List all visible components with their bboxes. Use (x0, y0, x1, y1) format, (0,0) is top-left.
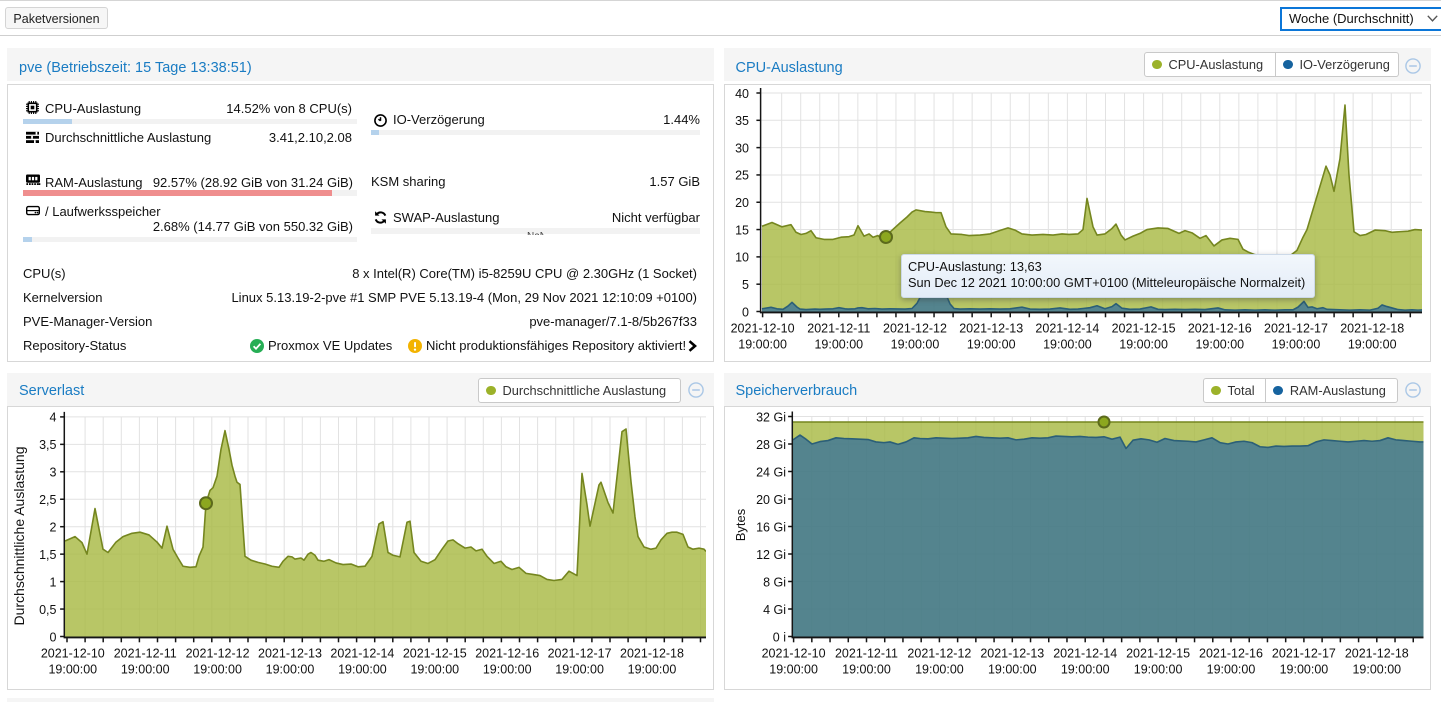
svg-text:40: 40 (735, 87, 749, 101)
svg-text:19:00:00: 19:00:00 (338, 663, 387, 677)
svg-text:2021-12-14: 2021-12-14 (330, 647, 394, 661)
svg-text:19:00:00: 19:00:00 (738, 338, 787, 352)
svg-text:25: 25 (735, 169, 749, 183)
svg-text:2021-12-13: 2021-12-13 (980, 647, 1044, 661)
svg-text:19:00:00: 19:00:00 (628, 663, 677, 677)
svg-text:2021-12-12: 2021-12-12 (883, 322, 947, 336)
svg-text:2021-12-17: 2021-12-17 (1272, 647, 1336, 661)
svg-text:5: 5 (742, 278, 749, 292)
svg-text:19:00:00: 19:00:00 (1119, 338, 1168, 352)
svg-text:32 Gi: 32 Gi (756, 410, 786, 424)
svg-text:19:00:00: 19:00:00 (1272, 338, 1321, 352)
svg-text:2021-12-11: 2021-12-11 (114, 647, 177, 661)
svg-text:2021-12-15: 2021-12-15 (403, 647, 467, 661)
svg-text:2021-12-15: 2021-12-15 (1112, 322, 1176, 336)
svg-text:19:00:00: 19:00:00 (814, 338, 863, 352)
svg-text:2021-12-11: 2021-12-11 (835, 647, 898, 661)
svg-text:19:00:00: 19:00:00 (891, 338, 940, 352)
svg-text:2021-12-12: 2021-12-12 (186, 647, 250, 661)
svg-text:19:00:00: 19:00:00 (48, 663, 97, 677)
svg-text:0: 0 (50, 630, 57, 644)
svg-text:19:00:00: 19:00:00 (555, 663, 604, 677)
svg-text:19:00:00: 19:00:00 (842, 663, 891, 677)
svg-text:19:00:00: 19:00:00 (988, 663, 1037, 677)
svg-text:19:00:00: 19:00:00 (1061, 663, 1110, 677)
svg-text:2021-12-10: 2021-12-10 (762, 647, 826, 661)
svg-text:19:00:00: 19:00:00 (410, 663, 459, 677)
svg-text:2021-12-16: 2021-12-16 (1199, 647, 1263, 661)
svg-text:2021-12-16: 2021-12-16 (1188, 322, 1252, 336)
svg-text:19:00:00: 19:00:00 (1348, 338, 1397, 352)
svg-text:16 Gi: 16 Gi (756, 520, 786, 534)
svg-text:19:00:00: 19:00:00 (1043, 338, 1092, 352)
svg-text:3: 3 (50, 466, 57, 480)
svg-text:2021-12-11: 2021-12-11 (807, 322, 870, 336)
svg-text:2021-12-14: 2021-12-14 (1053, 647, 1117, 661)
svg-text:2: 2 (50, 521, 57, 535)
svg-text:2021-12-17: 2021-12-17 (1264, 322, 1328, 336)
svg-text:2021-12-10: 2021-12-10 (731, 322, 795, 336)
svg-text:Durchschnittliche Auslastung: Durchschnittliche Auslastung (11, 447, 27, 626)
svg-text:30: 30 (735, 141, 749, 155)
svg-text:10: 10 (735, 251, 749, 265)
svg-text:2021-12-18: 2021-12-18 (1345, 647, 1409, 661)
svg-text:2021-12-18: 2021-12-18 (1340, 322, 1404, 336)
svg-text:19:00:00: 19:00:00 (1134, 663, 1183, 677)
svg-text:20: 20 (735, 196, 749, 210)
svg-text:19:00:00: 19:00:00 (121, 663, 170, 677)
svg-text:19:00:00: 19:00:00 (1207, 663, 1256, 677)
svg-text:2021-12-18: 2021-12-18 (620, 647, 684, 661)
svg-text:2021-12-13: 2021-12-13 (258, 647, 322, 661)
svg-text:19:00:00: 19:00:00 (915, 663, 964, 677)
svg-text:0 i: 0 i (773, 630, 786, 644)
svg-text:2,5: 2,5 (39, 493, 56, 507)
svg-text:20 Gi: 20 Gi (756, 493, 786, 507)
svg-text:28 Gi: 28 Gi (756, 438, 786, 452)
svg-text:0: 0 (742, 305, 749, 319)
svg-text:4: 4 (50, 411, 57, 425)
svg-text:15: 15 (735, 223, 749, 237)
svg-text:1: 1 (50, 575, 57, 589)
svg-text:19:00:00: 19:00:00 (967, 338, 1016, 352)
svg-text:19:00:00: 19:00:00 (1280, 663, 1329, 677)
svg-text:2021-12-14: 2021-12-14 (1035, 322, 1099, 336)
svg-text:35: 35 (735, 114, 749, 128)
svg-text:Bytes: Bytes (733, 508, 748, 541)
svg-text:19:00:00: 19:00:00 (1195, 338, 1244, 352)
svg-text:2021-12-13: 2021-12-13 (959, 322, 1023, 336)
svg-text:2021-12-17: 2021-12-17 (548, 647, 612, 661)
svg-text:19:00:00: 19:00:00 (483, 663, 532, 677)
svg-text:2021-12-16: 2021-12-16 (475, 647, 539, 661)
svg-text:1,5: 1,5 (39, 548, 56, 562)
svg-text:3,5: 3,5 (39, 438, 56, 452)
svg-text:0,5: 0,5 (39, 603, 56, 617)
svg-text:24 Gi: 24 Gi (756, 465, 786, 479)
svg-text:2021-12-10: 2021-12-10 (41, 647, 105, 661)
svg-text:19:00:00: 19:00:00 (193, 663, 242, 677)
svg-text:12 Gi: 12 Gi (756, 548, 786, 562)
svg-text:19:00:00: 19:00:00 (266, 663, 315, 677)
svg-text:19:00:00: 19:00:00 (1352, 663, 1401, 677)
svg-text:4 Gi: 4 Gi (763, 603, 786, 617)
svg-text:2021-12-15: 2021-12-15 (1126, 647, 1190, 661)
svg-text:19:00:00: 19:00:00 (769, 663, 818, 677)
svg-text:8 Gi: 8 Gi (763, 575, 786, 589)
svg-text:2021-12-12: 2021-12-12 (907, 647, 971, 661)
